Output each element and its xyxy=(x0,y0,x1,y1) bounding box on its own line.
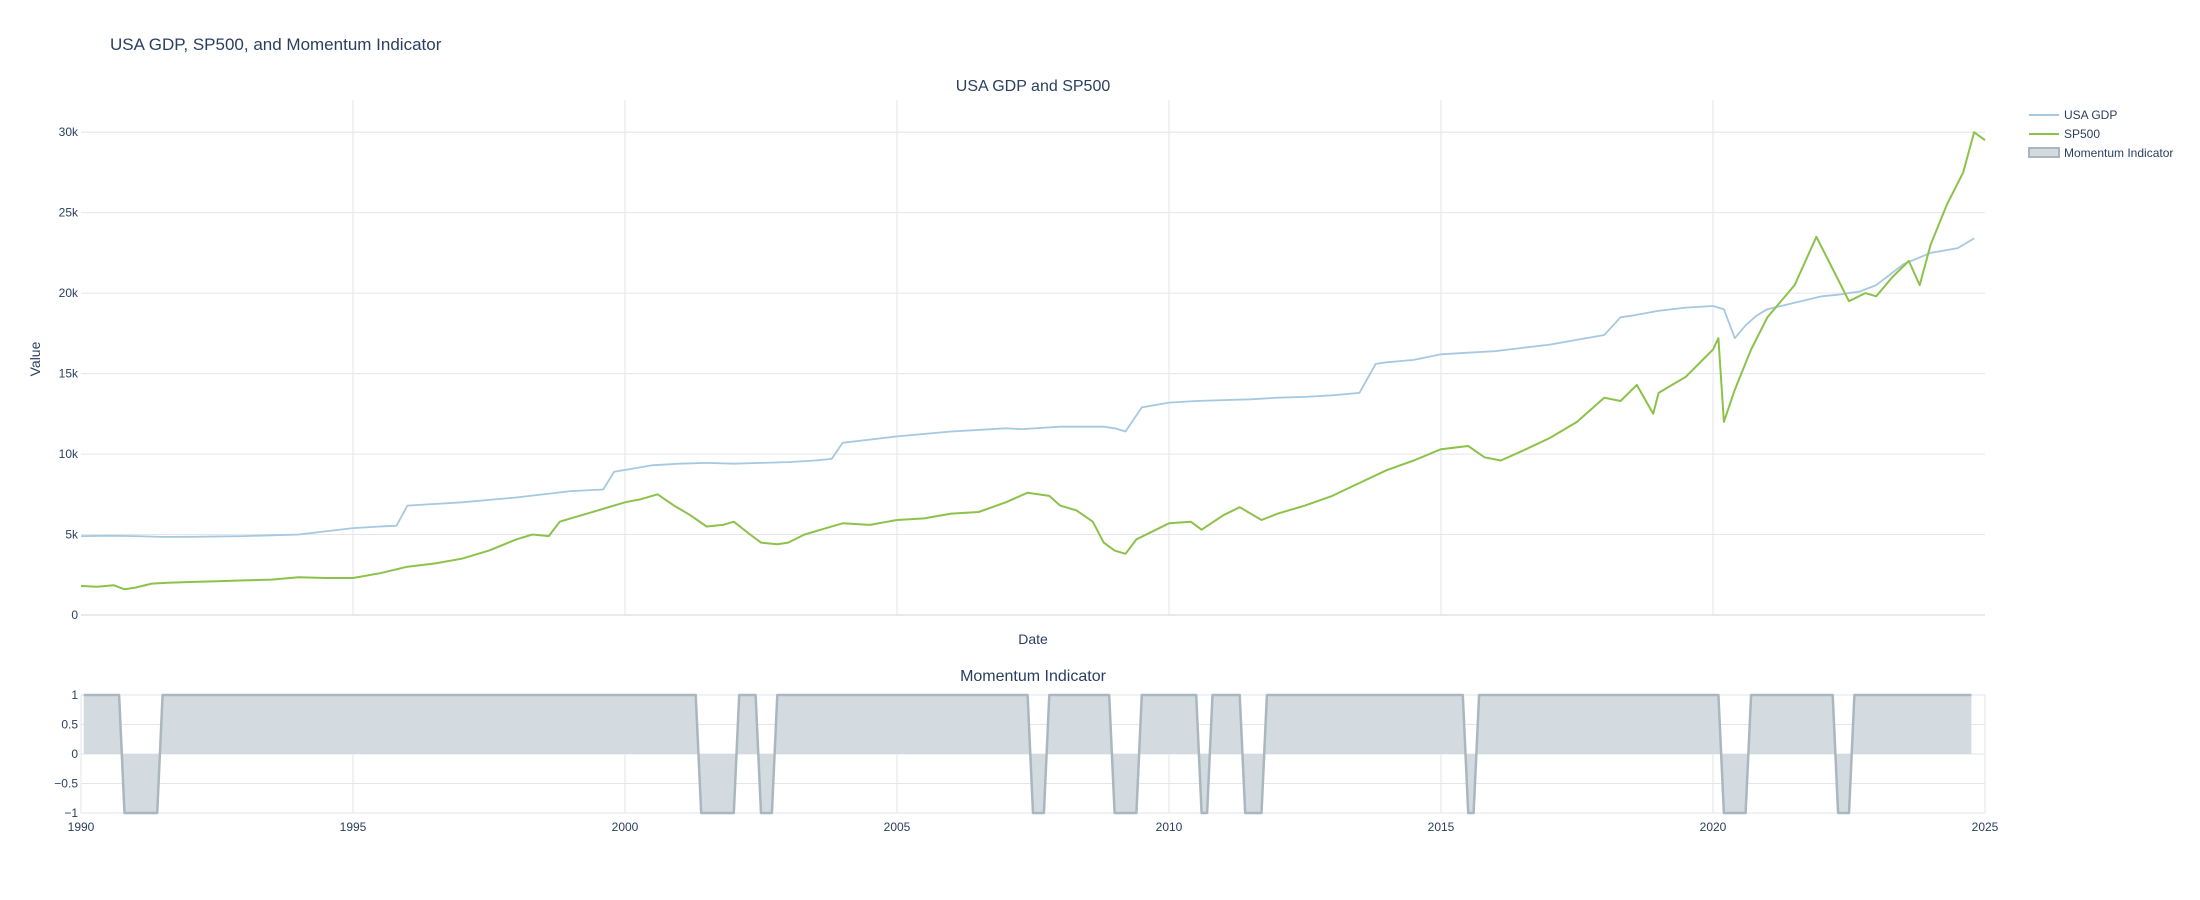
top-series-lines xyxy=(80,131,1986,591)
legend-swatch-momentum xyxy=(2028,147,2060,158)
momentum-area xyxy=(83,693,1972,815)
bottom-y-tick-label: 1 xyxy=(71,688,78,702)
bottom-x-tick-label: 2020 xyxy=(1700,820,1727,834)
legend[interactable]: USA GDP SP500 Momentum Indicator xyxy=(2028,108,2173,160)
top-subplot-title: USA GDP and SP500 xyxy=(956,78,1111,95)
figure-title: USA GDP, SP500, and Momentum Indicator xyxy=(110,35,442,54)
x-axis-title: Date xyxy=(1018,631,1048,647)
top-y-tick-label: 15k xyxy=(59,367,79,381)
legend-item-gdp[interactable]: USA GDP xyxy=(2029,108,2117,122)
top-y-tick-label: 5k xyxy=(65,528,79,542)
bottom-x-tick-label: 2015 xyxy=(1428,820,1455,834)
top-y-ticks: 0 5k 10k 15k 20k 25k 30k xyxy=(59,125,79,622)
legend-item-momentum[interactable]: Momentum Indicator xyxy=(2028,146,2173,160)
top-y-tick-label: 30k xyxy=(59,125,79,139)
bottom-y-tick-label: −1 xyxy=(64,806,78,820)
top-y-tick-label: 25k xyxy=(59,206,79,220)
top-y-tick-label: 10k xyxy=(59,447,79,461)
bottom-x-ticks: 1990 1995 2000 2005 2010 2015 2020 2025 xyxy=(68,820,1999,834)
sp500-series-line xyxy=(80,131,1986,591)
momentum-fill xyxy=(83,695,1972,813)
bottom-y-tick-label: −0.5 xyxy=(54,777,78,791)
y-axis-title: Value xyxy=(27,341,43,376)
top-gridlines xyxy=(81,100,1985,616)
bottom-y-ticks: −1 −0.5 0 0.5 1 xyxy=(54,688,78,820)
bottom-x-tick-label: 2000 xyxy=(612,820,639,834)
top-y-tick-label: 20k xyxy=(59,286,79,300)
legend-item-sp500[interactable]: SP500 xyxy=(2029,127,2100,141)
momentum-line xyxy=(83,693,1972,815)
bottom-y-tick-label: 0 xyxy=(71,747,78,761)
legend-label-gdp: USA GDP xyxy=(2064,108,2117,122)
bottom-x-tick-label: 2005 xyxy=(884,820,911,834)
bottom-x-tick-label: 1995 xyxy=(340,820,367,834)
bottom-x-tick-label: 2025 xyxy=(1972,820,1999,834)
legend-label-sp500: SP500 xyxy=(2064,127,2100,141)
bottom-x-tick-label: 1990 xyxy=(68,820,95,834)
bottom-subplot-title: Momentum Indicator xyxy=(960,668,1107,685)
bottom-y-tick-label: 0.5 xyxy=(61,718,78,732)
legend-label-momentum: Momentum Indicator xyxy=(2064,146,2173,160)
bottom-x-tick-label: 2010 xyxy=(1156,820,1183,834)
gdp-series-line xyxy=(80,237,1975,538)
top-y-tick-label: 0 xyxy=(71,608,78,622)
